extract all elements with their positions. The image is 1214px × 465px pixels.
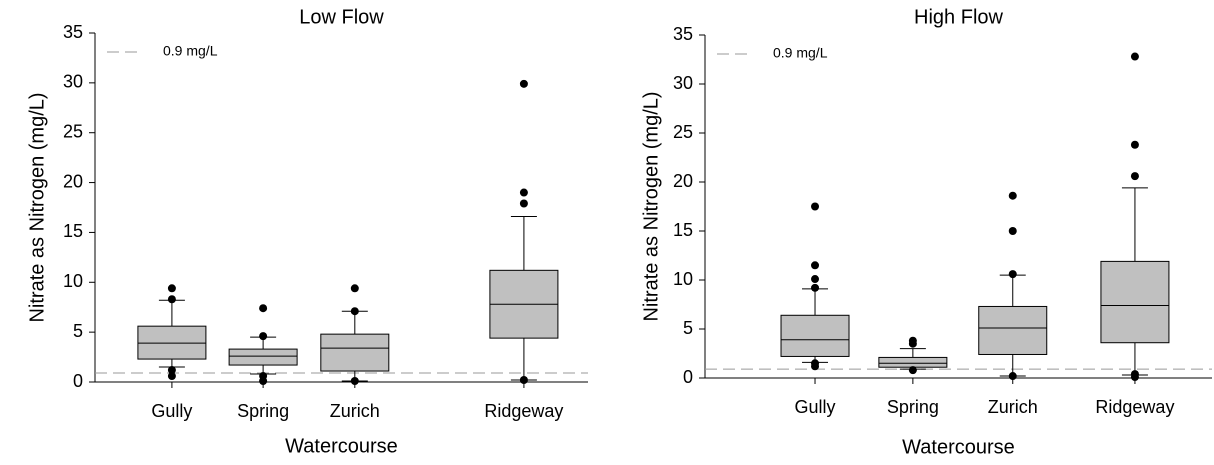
outlier bbox=[1008, 227, 1017, 235]
x-tick-label: Gully bbox=[795, 397, 836, 417]
y-tick-label: 10 bbox=[673, 269, 693, 289]
x-tick-label: Zurich bbox=[330, 401, 380, 421]
outlier bbox=[1008, 270, 1017, 279]
outlier bbox=[1130, 140, 1139, 149]
outlier bbox=[1130, 370, 1139, 379]
outlier bbox=[519, 376, 528, 385]
y-tick-label: 5 bbox=[683, 318, 693, 338]
y-tick-label: 0 bbox=[73, 371, 83, 391]
outlier bbox=[811, 261, 820, 270]
y-tick-label: 20 bbox=[673, 171, 693, 191]
y-tick-label: 25 bbox=[673, 122, 693, 142]
outlier bbox=[1008, 191, 1017, 200]
chart-title: High Flow bbox=[914, 6, 1003, 28]
outlier bbox=[811, 283, 820, 292]
box bbox=[320, 333, 390, 372]
x-axis-label: Watercourse bbox=[285, 435, 398, 457]
outlier bbox=[811, 275, 820, 284]
y-tick-label: 35 bbox=[63, 22, 83, 42]
x-tick-label: Ridgeway bbox=[1095, 397, 1174, 417]
legend-label: 0.9 mg/L bbox=[163, 43, 218, 59]
outlier bbox=[519, 79, 528, 88]
box bbox=[780, 314, 850, 357]
outlier bbox=[167, 295, 176, 304]
box bbox=[978, 305, 1048, 355]
outlier bbox=[350, 284, 359, 293]
outlier bbox=[167, 366, 176, 375]
box bbox=[878, 356, 948, 368]
legend-label: 0.9 mg/L bbox=[773, 45, 828, 61]
x-tick-label: Spring bbox=[887, 397, 939, 417]
outlier bbox=[908, 336, 917, 345]
y-axis-label: Nitrate as Nitrogen (mg/L) bbox=[640, 91, 662, 321]
x-axis-label: Watercourse bbox=[902, 436, 1015, 458]
box bbox=[1100, 260, 1170, 344]
y-tick-label: 15 bbox=[63, 221, 83, 241]
y-tick-label: 35 bbox=[673, 24, 693, 44]
outlier bbox=[1008, 372, 1017, 381]
x-tick-label: Spring bbox=[237, 401, 289, 421]
y-axis-label: Nitrate as Nitrogen (mg/L) bbox=[26, 92, 48, 322]
outlier bbox=[811, 359, 820, 368]
y-tick-label: 0 bbox=[683, 367, 693, 387]
outlier bbox=[350, 377, 359, 386]
outlier bbox=[259, 372, 268, 381]
x-tick-label: Ridgeway bbox=[484, 401, 563, 421]
outlier bbox=[519, 188, 528, 197]
outlier bbox=[908, 366, 917, 375]
outlier bbox=[1130, 172, 1139, 181]
y-tick-label: 10 bbox=[63, 271, 83, 291]
y-tick-label: 30 bbox=[673, 73, 693, 93]
outlier bbox=[519, 199, 528, 208]
outlier bbox=[259, 332, 268, 341]
y-tick-label: 20 bbox=[63, 171, 83, 191]
outlier bbox=[167, 284, 176, 293]
y-tick-label: 30 bbox=[63, 72, 83, 92]
outlier bbox=[811, 202, 820, 211]
x-tick-label: Gully bbox=[151, 401, 192, 421]
x-tick-label: Zurich bbox=[988, 397, 1038, 417]
outlier bbox=[167, 372, 176, 381]
y-tick-label: 25 bbox=[63, 121, 83, 141]
y-tick-label: 5 bbox=[73, 321, 83, 341]
outlier bbox=[1130, 52, 1139, 61]
outlier bbox=[350, 307, 359, 316]
outlier bbox=[259, 304, 268, 313]
y-tick-label: 15 bbox=[673, 220, 693, 240]
chart-title: Low Flow bbox=[299, 6, 384, 28]
box bbox=[228, 348, 298, 366]
